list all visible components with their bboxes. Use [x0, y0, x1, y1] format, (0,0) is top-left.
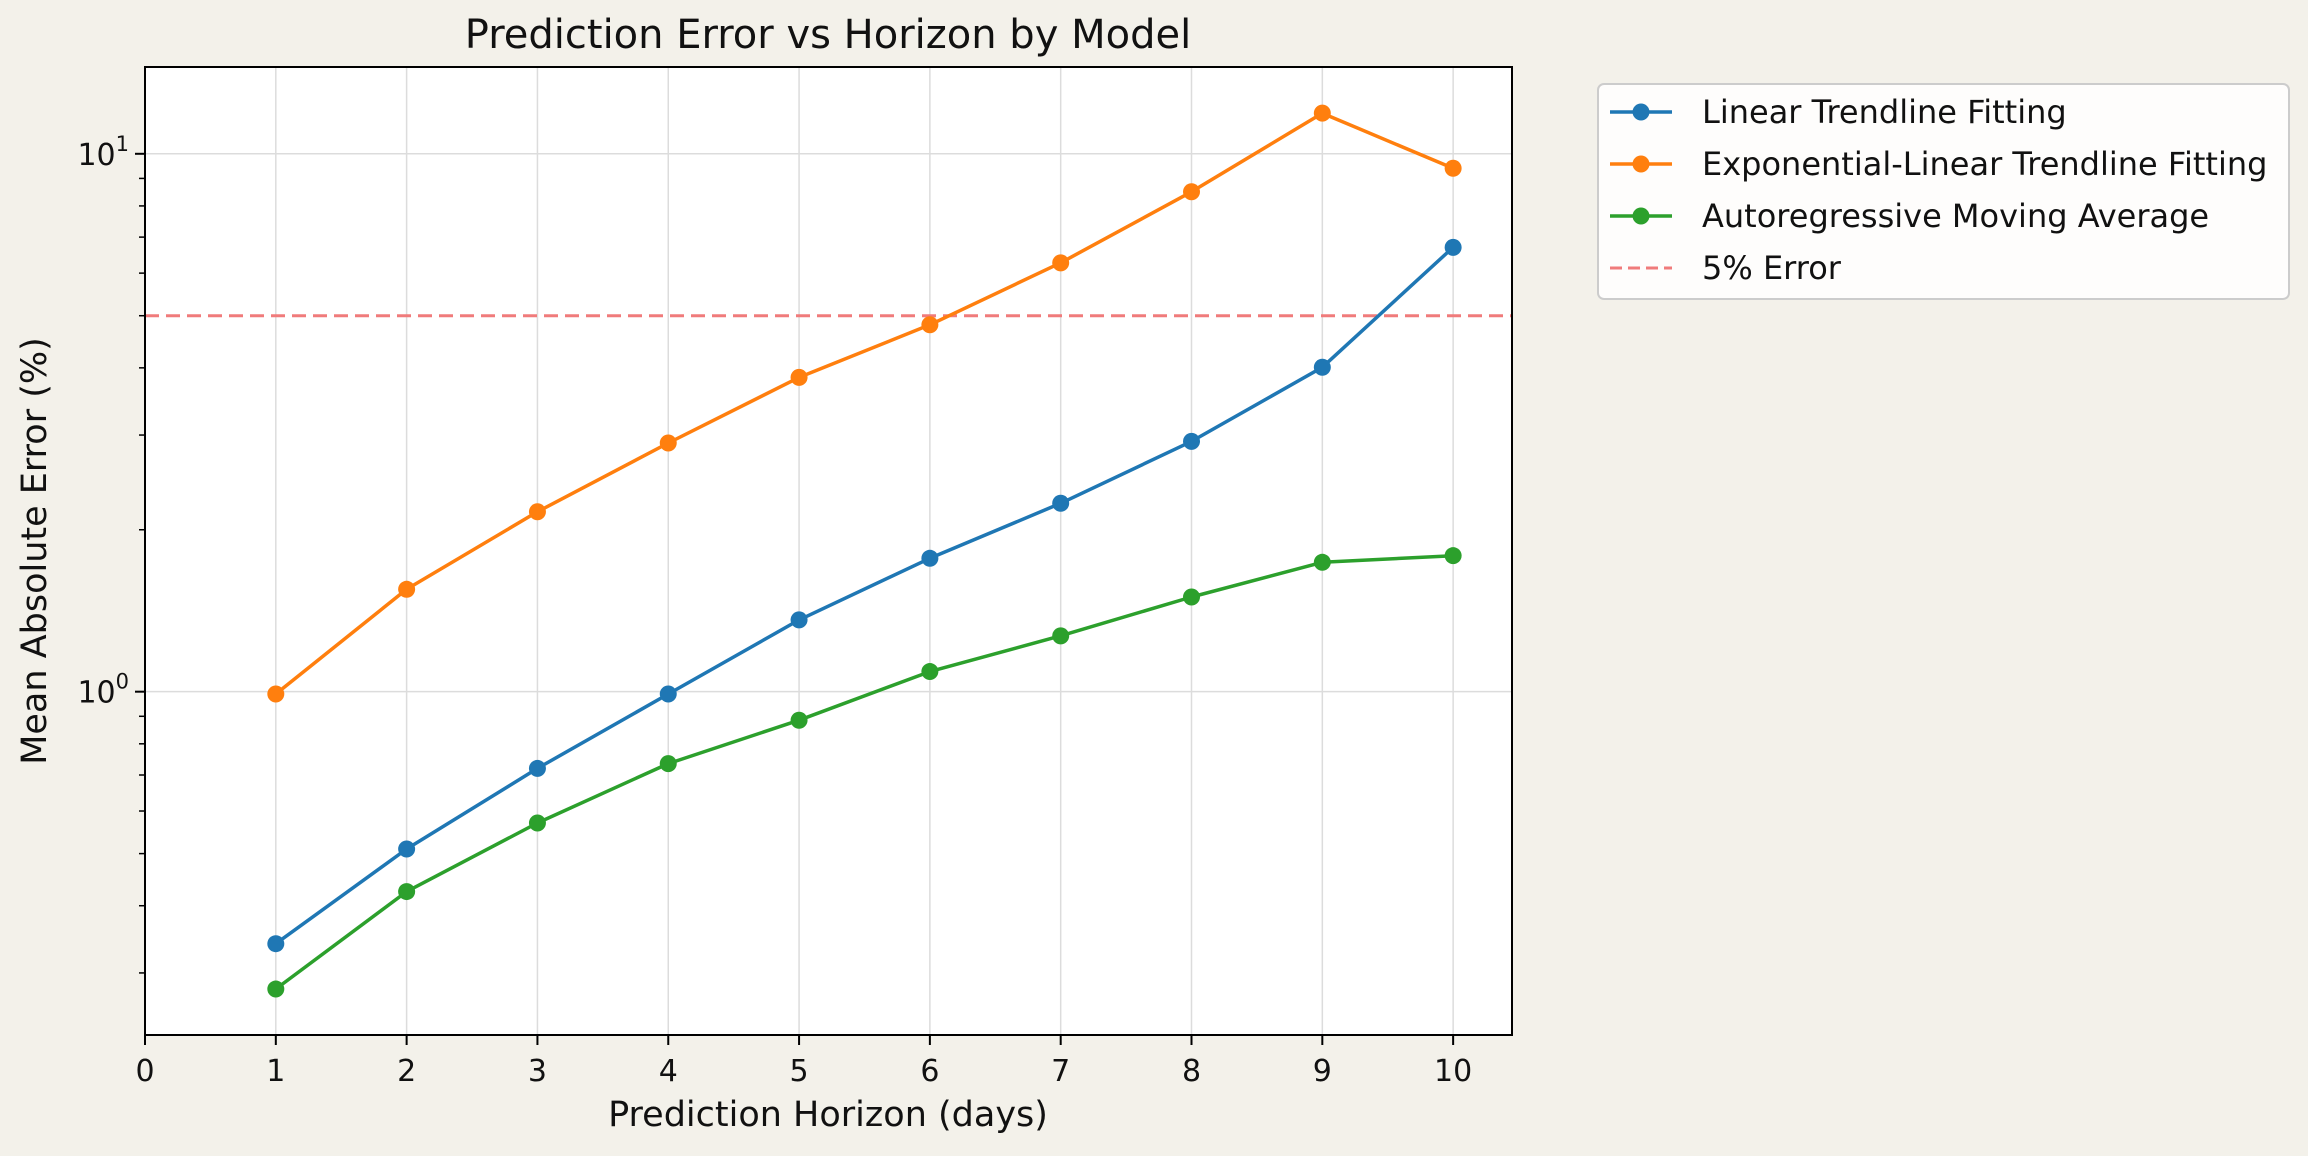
y-tick-label: 101 [77, 132, 129, 173]
data-point [398, 580, 416, 598]
legend-entry: Autoregressive Moving Average [1610, 197, 2209, 235]
series-layer [267, 104, 1462, 998]
data-point [790, 611, 808, 629]
series-1 [267, 238, 1462, 953]
x-tick-label: 7 [1051, 1054, 1070, 1089]
plot-frame [144, 66, 1513, 1036]
legend-marker [1632, 103, 1650, 121]
legend-label: Exponential-Linear Trendline Fitting [1702, 145, 2267, 183]
legend-entry: 5% Error [1610, 249, 1842, 287]
data-point [398, 883, 416, 901]
x-tick-label: 0 [135, 1054, 154, 1089]
data-point [921, 549, 939, 567]
chart-title: Prediction Error vs Horizon by Model [465, 12, 1191, 58]
x-axis-label: Prediction Horizon (days) [608, 1095, 1048, 1135]
y-axis-label: Mean Absolute Error (%) [15, 337, 55, 765]
data-point [528, 503, 546, 521]
x-tick-label: 3 [528, 1054, 547, 1089]
data-point [1444, 159, 1462, 177]
legend-entry: Exponential-Linear Trendline Fitting [1610, 145, 2267, 183]
x-tick-label: 6 [920, 1054, 939, 1089]
data-point [659, 434, 677, 452]
data-point [1444, 238, 1462, 256]
series-2 [267, 104, 1462, 703]
data-point [921, 316, 939, 334]
series-3 [267, 547, 1462, 998]
legend-marker [1632, 155, 1650, 173]
data-point [528, 814, 546, 832]
data-point [1313, 553, 1331, 571]
data-point [267, 685, 285, 703]
data-point [398, 840, 416, 858]
data-point [921, 663, 939, 681]
data-point [1313, 358, 1331, 376]
data-point [1183, 432, 1201, 450]
data-point [659, 755, 677, 773]
legend-label: 5% Error [1702, 249, 1842, 287]
series-line [274, 111, 1454, 696]
legend-label: Autoregressive Moving Average [1702, 197, 2209, 235]
x-tick-label: 5 [790, 1054, 809, 1089]
legend-marker [1632, 207, 1650, 225]
data-point [267, 980, 285, 998]
x-tick-label: 9 [1313, 1054, 1332, 1089]
data-point [528, 759, 546, 777]
legend-box [1597, 83, 2290, 300]
data-point [1444, 547, 1462, 565]
x-tick-label: 2 [397, 1054, 416, 1089]
data-point [1052, 494, 1070, 512]
data-point [1183, 183, 1201, 201]
series-line [274, 553, 1454, 991]
x-tick-label: 8 [1182, 1054, 1201, 1089]
y-axis: 100 101 [77, 132, 145, 974]
legend-entry: Linear Trendline Fitting [1610, 93, 2067, 131]
series-line [274, 246, 1455, 946]
data-point [1183, 588, 1201, 606]
data-point [1052, 254, 1070, 272]
data-point [790, 711, 808, 729]
data-point [267, 935, 285, 953]
x-axis: 0 1 2 3 4 5 6 7 8 9 10 [135, 1035, 1472, 1089]
data-point [659, 685, 677, 703]
x-tick-label: 10 [1434, 1054, 1472, 1089]
data-point [1313, 104, 1331, 122]
legend-label: Linear Trendline Fitting [1702, 93, 2067, 131]
data-point [1052, 627, 1070, 645]
legend: Linear Trendline Fitting Exponential-Line… [1597, 83, 2290, 300]
x-tick-label: 1 [266, 1054, 285, 1089]
x-tick-label: 4 [659, 1054, 678, 1089]
data-point [790, 368, 808, 386]
y-tick-label: 100 [77, 670, 129, 711]
